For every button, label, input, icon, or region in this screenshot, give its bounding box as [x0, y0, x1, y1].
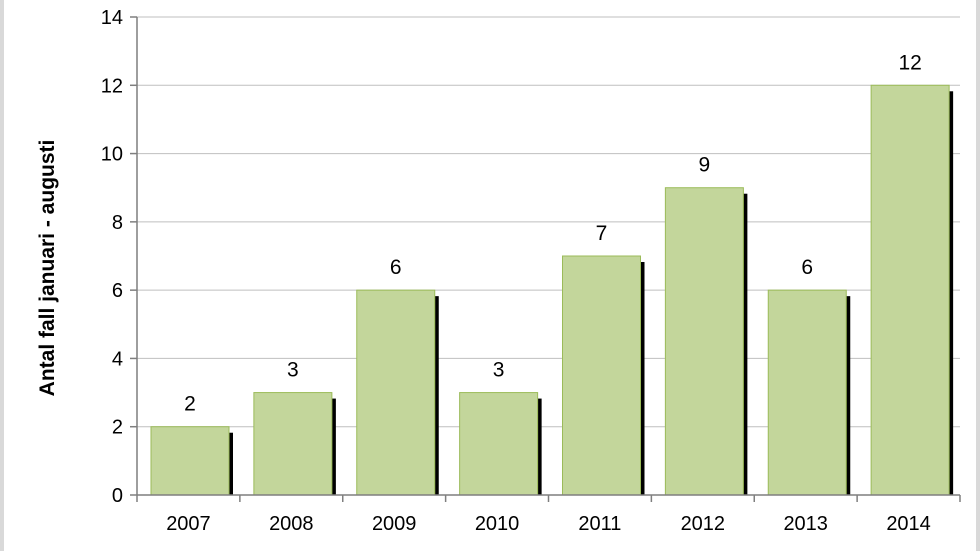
- x-tick-label-2010: 2010: [475, 513, 520, 535]
- axes: [130, 16, 961, 502]
- y-tick-label: 2: [112, 417, 123, 439]
- x-tick-label-2013: 2013: [783, 513, 828, 535]
- frame-border-right: [976, 0, 980, 551]
- bar-2014: [870, 84, 950, 496]
- bar-2013: [767, 289, 847, 496]
- x-tick-label-2007: 2007: [166, 513, 211, 535]
- bar-shadow-2011: [639, 262, 645, 495]
- bar-shadow-2014: [948, 91, 954, 496]
- bar-2007: [150, 426, 230, 496]
- y-axis-title: Antal fall januari - augusti: [36, 140, 59, 397]
- data-label-2009: 6: [390, 256, 402, 279]
- y-tick-label: 12: [101, 75, 123, 97]
- y-tick-label: 6: [112, 280, 123, 302]
- data-label-2014: 12: [898, 51, 921, 74]
- y-tick-label: 8: [112, 212, 123, 234]
- labels: 0 2 4 6 8 10 12 14 2 2007 3 2008 6 2009 3 2010 7 2011 9 201…: [101, 7, 931, 535]
- bar-2009: [356, 289, 436, 496]
- bar-shadow-2007: [228, 432, 233, 495]
- bar-2010: [459, 392, 539, 496]
- data-label-2007: 2: [184, 393, 196, 416]
- y-tick-label: 0: [112, 485, 123, 507]
- frame-border-left: [0, 0, 4, 551]
- data-label-2012: 9: [699, 154, 711, 177]
- bar-shadow-2008: [330, 398, 336, 495]
- bar-shadow-2010: [536, 398, 542, 495]
- bar-shadow-2012: [742, 193, 748, 495]
- bar-2008: [253, 392, 333, 496]
- bar-shadow-2013: [845, 296, 851, 495]
- y-tick-label: 10: [101, 144, 123, 166]
- bar-shadow-2009: [433, 296, 439, 495]
- data-label-2013: 6: [801, 256, 813, 279]
- data-label-2008: 3: [287, 359, 299, 382]
- bar-2012: [664, 187, 744, 496]
- y-tick-label: 14: [101, 7, 123, 29]
- x-tick-label-2012: 2012: [681, 513, 726, 535]
- data-label-2011: 7: [596, 222, 608, 245]
- x-tick-label-2009: 2009: [372, 513, 417, 535]
- bar-2011: [562, 255, 641, 496]
- x-tick-label-2008: 2008: [269, 513, 314, 535]
- data-label-2010: 3: [493, 359, 505, 382]
- bars: [150, 84, 954, 496]
- x-tick-label-2014: 2014: [886, 513, 931, 535]
- y-tick-label: 4: [112, 348, 123, 370]
- x-tick-label-2011: 2011: [578, 513, 621, 535]
